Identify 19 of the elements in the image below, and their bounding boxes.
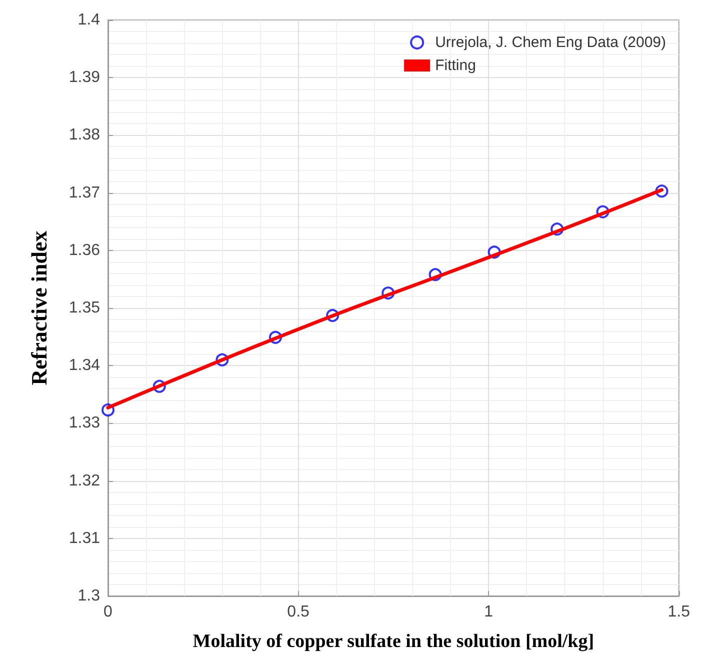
x-tick-label: 0 [104,604,113,620]
y-tick-label: 1.34 [68,357,100,374]
y-tick-label: 1.37 [68,184,100,202]
y-tick-label: 1.31 [68,530,100,547]
x-axis-title: Molality of copper sulfate in the solution [mol/kg] [192,631,594,652]
y-tick-label: 1.4 [78,12,100,28]
y-tick-label: 1.32 [68,472,100,490]
y-axis-title: Refractive index [26,230,52,386]
y-tick-label: 1.38 [68,126,100,144]
y-tick-label: 1.33 [68,414,100,432]
y-tick-label: 1.36 [68,242,100,259]
x-tick-label: 0.5 [287,604,310,620]
y-tick-label: 1.3 [78,588,100,604]
x-tick-label: 1 [484,604,494,620]
y-tick-label: 1.35 [68,300,100,316]
x-tick-label: 1.5 [668,604,690,620]
y-tick-label: 1.39 [68,69,100,86]
legend-label: Fitting [435,57,476,74]
legend-label: Urrejola, J. Chem Eng Data (2009) [435,34,666,51]
